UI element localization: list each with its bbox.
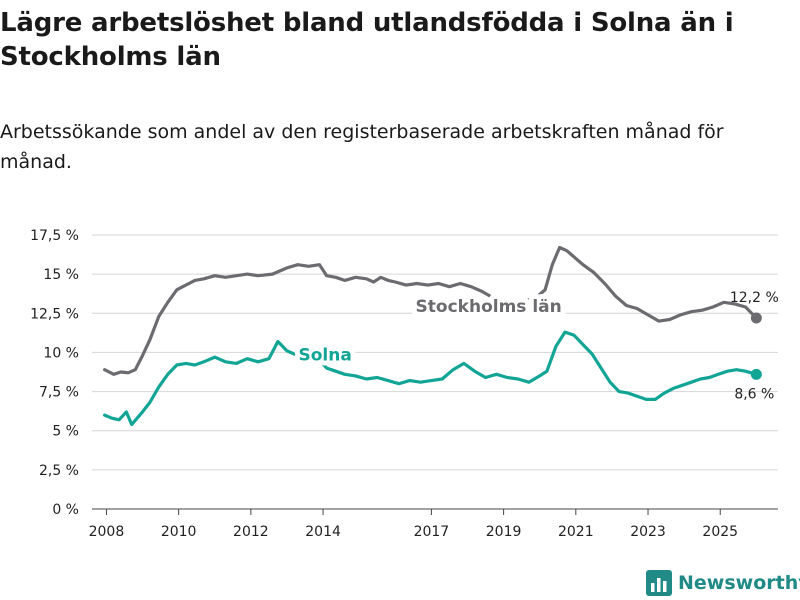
y-tick-label: 17,5 % <box>30 228 79 244</box>
solna-end-point <box>750 368 762 380</box>
stockholm-series-label: Stockholms län <box>416 297 562 317</box>
x-tick-label: 2010 <box>161 524 197 540</box>
x-tick-label: 2023 <box>630 524 666 540</box>
x-tick-label: 2017 <box>414 524 450 540</box>
y-tick-label: 12,5 % <box>30 306 79 322</box>
y-tick-label: 15 % <box>43 267 79 283</box>
chart-subtitle: Arbetssökande som andel av den registerb… <box>0 121 724 173</box>
x-tick-label: 2021 <box>558 524 594 540</box>
brand-logo: Newsworthy <box>646 568 800 598</box>
newsworthy-logo-icon <box>646 570 672 596</box>
y-tick-label: 10 % <box>43 345 79 361</box>
x-tick-label: 2025 <box>702 524 738 540</box>
x-tick-label: 2008 <box>89 524 125 540</box>
series-labels: 12,2 % 8,6 % Stockholms län Solna <box>293 290 779 402</box>
x-tick-label: 2019 <box>486 524 522 540</box>
y-tick-label: 0 % <box>52 502 79 518</box>
y-tick-label: 2,5 % <box>39 463 79 479</box>
y-tick-label: 5 % <box>52 424 79 440</box>
y-tick-label: 7,5 % <box>39 385 79 401</box>
stockholm-end-value-label: 12,2 % <box>730 290 779 306</box>
solna-series-label: Solna <box>298 346 351 366</box>
solna-series-line <box>102 330 758 427</box>
stockholm-series-line <box>102 245 758 376</box>
x-axis-ticks: 2008 2010 2012 2014 2017 2019 2021 2023 2025 <box>89 509 738 540</box>
brand-name: Newsworthy <box>678 572 800 594</box>
stockholm-end-point <box>750 312 762 324</box>
solna-end-value-label: 8,6 % <box>734 386 774 402</box>
x-tick-label: 2012 <box>233 524 269 540</box>
chart-title: Lägre arbetslöshet bland utlandsfödda i … <box>0 8 734 72</box>
x-tick-label: 2014 <box>305 524 341 540</box>
gridlines <box>92 234 778 510</box>
y-axis-ticks: 0 % 2,5 % 5 % 7,5 % 10 % 12,5 % 15 % 17,5 % <box>30 228 79 518</box>
series-lines <box>102 245 762 427</box>
